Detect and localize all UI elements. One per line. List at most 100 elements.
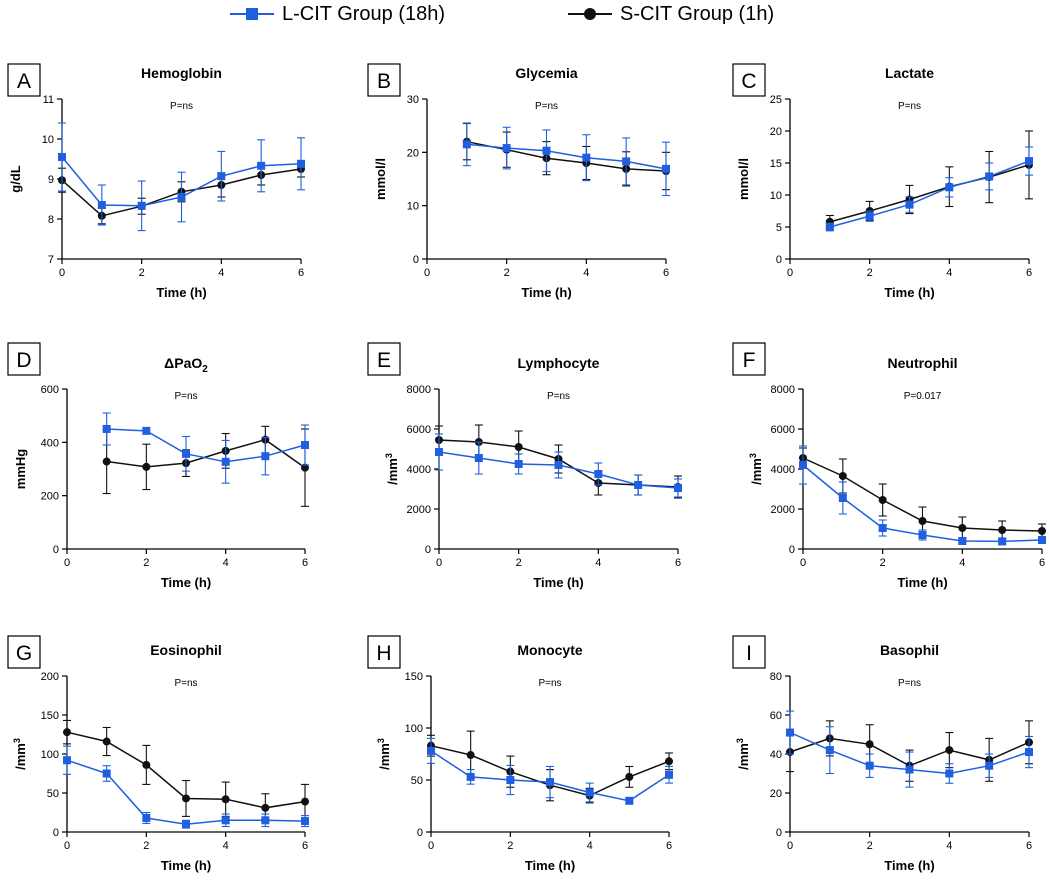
p-value: P=ns [547,391,570,402]
x-axis-label: Time (h) [161,858,211,873]
data-point-l-cit [582,153,591,162]
series-line-l-cit [829,160,1030,228]
data-point-l-cit [182,820,190,829]
legend-short: S-CIT Group (1h) [568,0,774,28]
x-tick-label: 0 [59,267,65,279]
panel-letter-box [367,63,401,97]
y-tick-label: 0 [417,827,423,839]
data-point-l-cit [63,756,71,765]
x-tick-label: 4 [959,557,965,569]
x-tick-label: 6 [302,557,308,569]
legend-short-label: S-CIT Group (1h) [620,2,775,25]
square-marker-icon [246,8,258,20]
p-value: P=ns [898,678,921,689]
y-tick-label: 600 [41,384,59,396]
x-tick-label: 0 [424,267,430,279]
p-value: P=ns [170,101,193,112]
legend-long-label: L-CIT Group (18h) [282,2,446,25]
data-point-l-cit [137,201,146,210]
y-tick-label: 0 [776,827,782,839]
panel-f: F Neutrophil P=0.017 0 2000 4000 6000 8000 0 2 4 6 T… [732,342,1046,590]
y-tick-label: 20 [770,788,782,800]
data-point-l-cit [514,460,523,468]
panel-c: C Lactate P=ns 0 5 10 15 20 25 0 2 4 6 Time (h) mmol/l [732,63,1033,300]
data-point-l-cit [261,452,270,461]
p-value: P=ns [174,391,197,402]
data-point-l-cit [142,426,151,435]
x-tick-label: 4 [946,267,952,279]
data-point-l-cit [554,461,563,469]
x-tick-label: 4 [223,840,229,852]
legend-long: L-CIT Group (18h) [230,0,445,28]
data-point-l-cit [1038,536,1046,544]
data-point-l-cit [542,146,551,155]
x-axis-label: Time (h) [897,575,947,590]
data-point-l-cit [622,157,631,166]
data-point-l-cit [1025,748,1033,757]
y-tick-label: 0 [425,544,431,556]
y-tick-label: 20 [770,126,782,138]
data-point-l-cit [297,159,305,168]
y-tick-label: 40 [770,749,782,761]
x-tick-label: 2 [867,267,873,279]
y-tick-label: 6000 [407,424,431,436]
y-tick-label: 150 [405,671,423,683]
p-value: P=0.017 [904,391,942,402]
data-point-l-cit [221,457,230,466]
legend-long-swatch [230,4,274,24]
data-point-l-cit [506,776,515,784]
data-point-l-cit [905,200,914,209]
data-point-l-cit [985,761,994,770]
x-tick-label: 6 [666,840,672,852]
y-tick-label: 10 [407,201,419,213]
x-axis-label: Time (h) [521,285,571,300]
data-point-s-cit [945,746,954,755]
data-point-s-cit [261,803,270,812]
circle-marker-icon [584,8,596,20]
chart-title: Glycemia [515,65,577,81]
data-point-l-cit [945,183,954,192]
x-tick-label: 2 [143,840,149,852]
panel-letter: B [377,70,391,93]
panel-letter: C [741,70,756,93]
panel-d: D ΔPaO2 P=ns 0 200 400 600 0 2 4 6 Time (h) mmHg [7,342,309,590]
data-point-s-cit [466,751,475,760]
data-point-l-cit [182,449,190,458]
y-tick-label: 0 [413,254,419,266]
data-point-s-cit [1038,527,1046,535]
series-line-s-cit [466,140,667,172]
data-point-l-cit [786,728,794,737]
x-axis-label: Time (h) [161,575,211,590]
x-axis-label: Time (h) [884,285,934,300]
data-point-s-cit [221,795,230,804]
chart-title: Hemoglobin [141,65,222,81]
panel-h: H Monocyte P=ns 0 50 100 150 0 2 4 6 Time (h) /mm3 [367,635,673,873]
x-tick-label: 6 [1026,840,1032,852]
data-point-l-cit [825,223,834,231]
y-axis-label: mmHg [13,449,28,490]
data-point-l-cit [865,212,874,221]
data-point-l-cit [142,813,151,822]
data-point-l-cit [221,816,230,825]
data-point-l-cit [662,164,670,173]
data-point-l-cit [474,454,483,462]
data-point-l-cit [257,161,266,170]
data-point-l-cit [799,461,807,469]
data-point-s-cit [142,462,151,471]
y-tick-label: 6000 [771,424,795,436]
legend-short-swatch [568,4,612,24]
x-tick-label: 4 [218,267,224,279]
series-line-s-cit [829,164,1030,223]
panel-letter-box [367,342,401,376]
panel-letter: I [746,642,752,665]
y-tick-label: 100 [405,723,423,735]
data-point-s-cit [514,443,523,451]
y-tick-label: 10 [770,190,782,202]
data-point-s-cit [63,728,71,737]
chart-title: Eosinophil [150,642,222,658]
data-point-l-cit [435,448,443,456]
data-point-l-cit [945,769,954,778]
x-tick-label: 0 [64,557,70,569]
y-tick-label: 15 [770,158,782,170]
y-axis-label: /mm3 [376,738,392,770]
